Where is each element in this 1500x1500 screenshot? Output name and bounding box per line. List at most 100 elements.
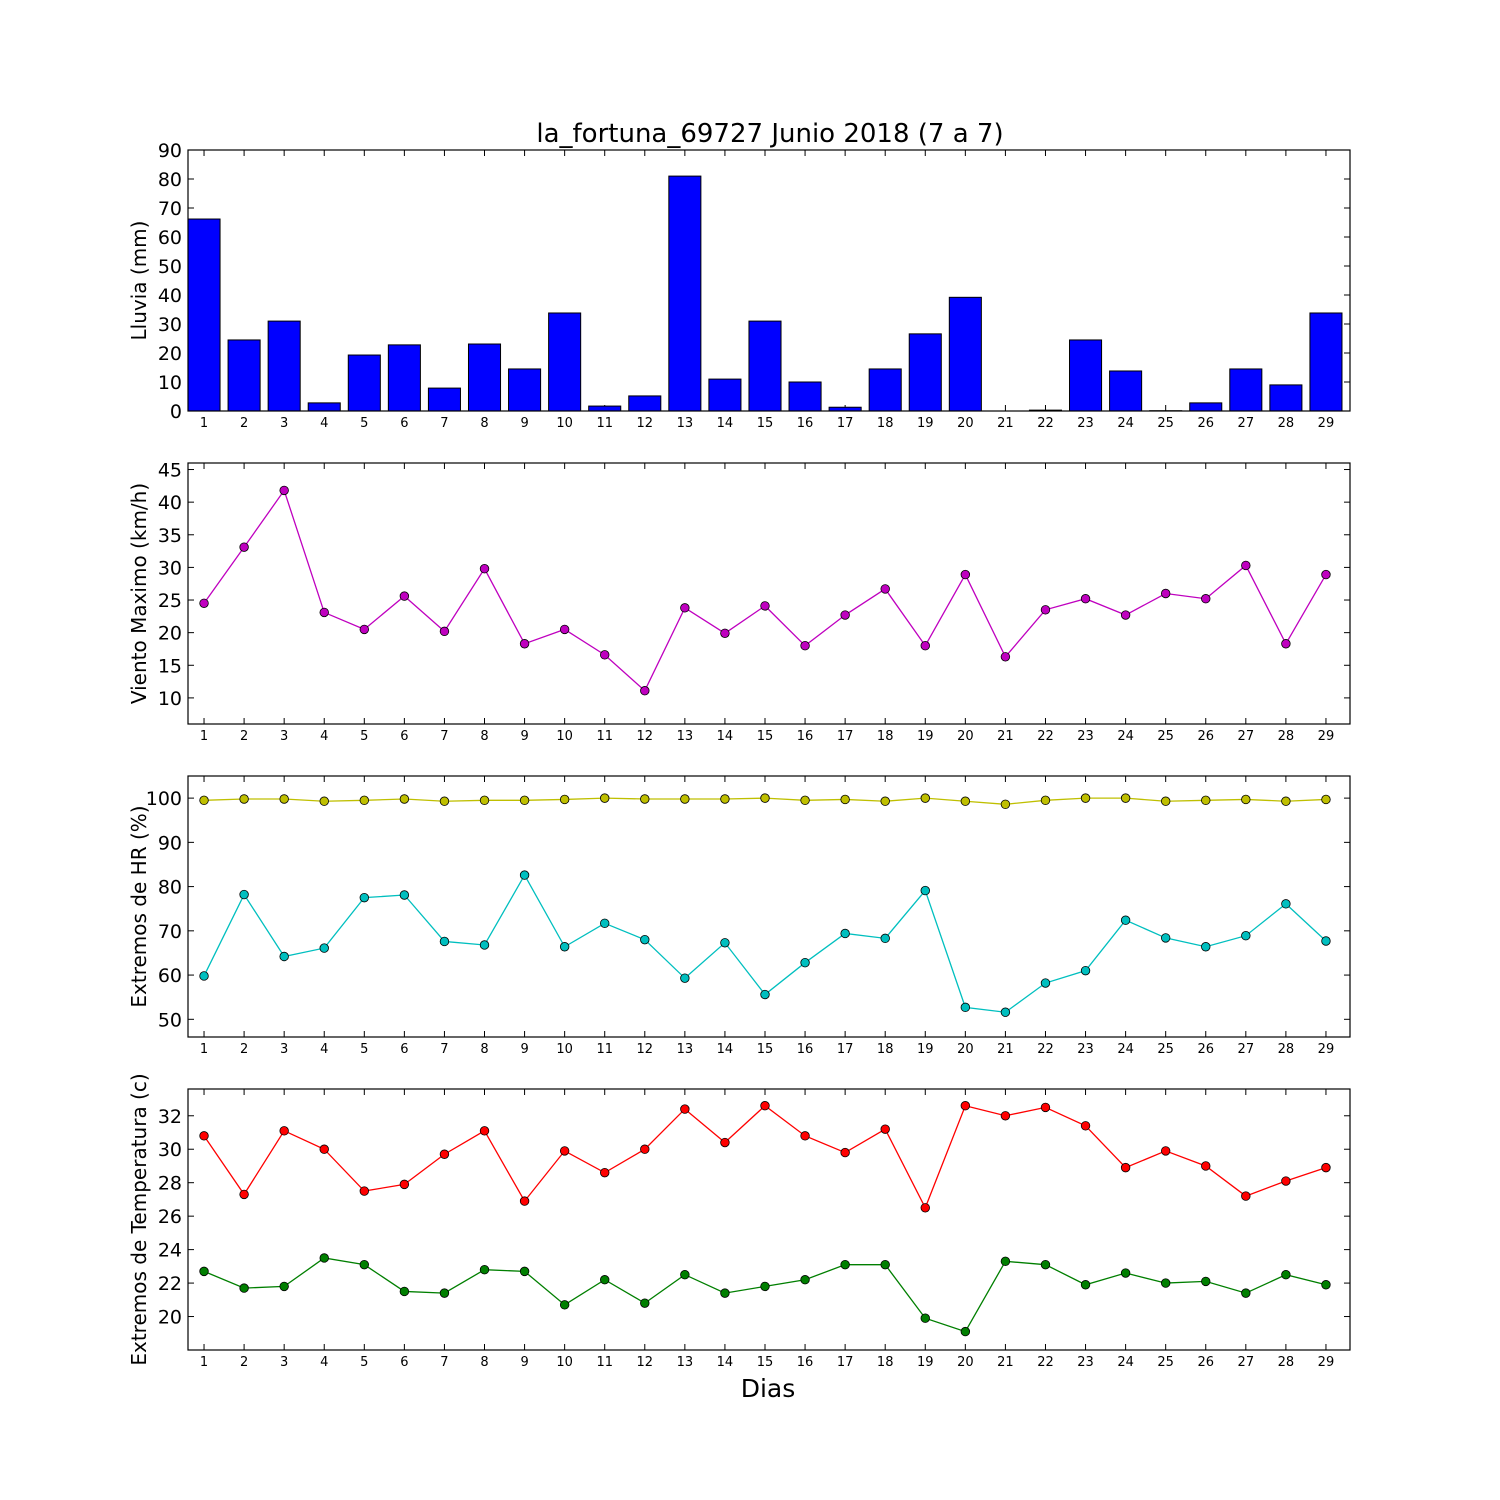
x-tick-label: 2 <box>240 729 248 744</box>
data-point <box>199 795 209 806</box>
x-tick-label: 18 <box>877 1042 894 1057</box>
data-point <box>519 1196 530 1206</box>
y-tick-label: 90 <box>158 832 182 854</box>
bar <box>1269 384 1303 411</box>
x-tick-label: 28 <box>1278 1355 1295 1370</box>
x-tick-label: 18 <box>877 729 894 744</box>
data-point <box>920 885 930 896</box>
x-tick-label: 21 <box>997 729 1014 744</box>
x-tick-label: 10 <box>556 729 573 744</box>
data-point <box>880 1124 890 1134</box>
x-tick-label: 3 <box>280 1355 288 1370</box>
x-tick-label: 29 <box>1318 1042 1335 1057</box>
data-point <box>479 1126 490 1136</box>
x-tick-label: 13 <box>677 1355 694 1370</box>
y-tick-label: 24 <box>158 1240 182 1262</box>
data-point <box>1080 594 1091 604</box>
x-tick-label: 26 <box>1197 729 1214 744</box>
data-point <box>920 641 930 651</box>
x-tick-label: 4 <box>320 1355 328 1370</box>
data-point <box>399 591 410 601</box>
data-point <box>279 951 289 962</box>
data-point <box>960 796 971 806</box>
y-tick-label: 30 <box>158 314 182 336</box>
data-point <box>1000 1007 1011 1017</box>
data-point <box>439 1149 450 1159</box>
data-point <box>239 794 249 804</box>
x-tick-label: 9 <box>520 729 528 744</box>
panel-frame <box>187 462 1351 725</box>
data-point <box>760 793 770 803</box>
data-point <box>760 1101 770 1111</box>
data-point <box>359 795 370 806</box>
bar <box>427 387 461 411</box>
data-point <box>1080 793 1091 803</box>
x-tick-label: 26 <box>1197 1042 1214 1057</box>
bar <box>948 296 982 411</box>
data-point <box>1120 915 1131 925</box>
x-tick-label: 16 <box>797 1042 814 1057</box>
x-tick-label: 5 <box>360 729 368 744</box>
bar <box>267 320 301 411</box>
x-tick-label: 14 <box>717 729 734 744</box>
data-point <box>1281 899 1291 909</box>
x-tick-label: 12 <box>637 1355 654 1370</box>
data-point <box>800 957 810 968</box>
x-tick-label: 6 <box>400 729 408 744</box>
data-point <box>680 973 690 983</box>
data-point <box>319 1144 329 1154</box>
x-tick-label: 23 <box>1077 1042 1094 1057</box>
x-tick-label: 28 <box>1278 729 1295 744</box>
data-point <box>800 795 810 806</box>
data-point <box>1000 1111 1011 1121</box>
x-tick-label: 11 <box>596 1042 613 1057</box>
data-point <box>600 1275 610 1285</box>
x-tick-label: 25 <box>1157 1042 1174 1057</box>
panel-frame <box>187 1088 1351 1351</box>
x-tick-label: 22 <box>1037 416 1054 431</box>
y-tick-label: 45 <box>158 460 182 482</box>
data-point <box>439 936 450 947</box>
x-tick-label: 19 <box>917 729 934 744</box>
bar <box>588 405 622 411</box>
data-point <box>1160 1278 1171 1288</box>
x-tick-label: 19 <box>917 416 934 431</box>
x-tick-label: 4 <box>320 1042 328 1057</box>
data-marks <box>199 793 1331 1017</box>
data-point <box>720 938 730 948</box>
data-point <box>1120 1162 1131 1173</box>
data-point <box>239 1283 249 1293</box>
x-tick-label: 15 <box>757 1355 774 1370</box>
y-tick-label: 32 <box>158 1106 182 1128</box>
data-point <box>880 584 890 594</box>
y-tick-label: 80 <box>158 169 182 191</box>
x-tick-label: 17 <box>837 1042 854 1057</box>
y-axis-label: Extremos de HR (%) <box>127 805 151 1007</box>
bar <box>828 406 862 411</box>
data-point <box>1000 799 1011 810</box>
data-point <box>640 686 650 696</box>
data-point <box>1201 1161 1211 1171</box>
x-tick-label: 7 <box>440 416 448 431</box>
data-point <box>920 1313 930 1323</box>
x-tick-label: 2 <box>240 1355 248 1370</box>
data-point <box>600 793 610 803</box>
x-tick-label: 21 <box>997 1042 1014 1057</box>
data-point <box>1160 796 1171 806</box>
y-tick-label: 70 <box>158 198 182 220</box>
data-point <box>880 1259 890 1270</box>
x-tick-label: 25 <box>1157 1355 1174 1370</box>
y-tick-label: 50 <box>158 256 182 278</box>
data-point <box>1201 1276 1211 1287</box>
data-point <box>840 1259 850 1270</box>
x-tick-label: 7 <box>440 1042 448 1057</box>
data-point <box>279 794 289 804</box>
x-tick-label: 10 <box>556 416 573 431</box>
x-axis-label: Dias <box>741 1374 796 1403</box>
panel-frame <box>187 149 1351 412</box>
data-point <box>279 485 289 496</box>
data-point <box>1281 1176 1291 1186</box>
